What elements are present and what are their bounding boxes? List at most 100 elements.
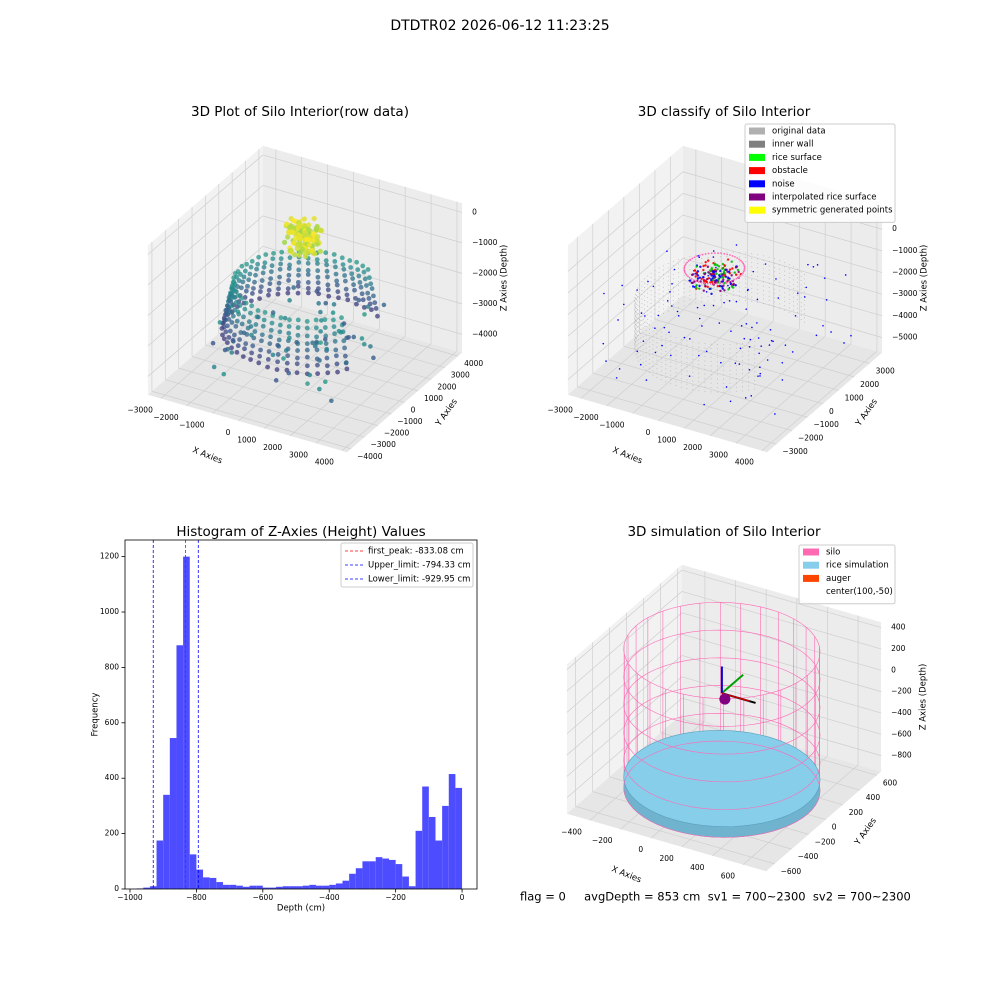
decor-point — [732, 273, 734, 275]
decor-point — [705, 350, 708, 353]
decor-point — [336, 295, 341, 301]
grid-line — [232, 321, 432, 380]
decor-point — [707, 274, 710, 277]
decor-point — [774, 271, 776, 273]
bar — [369, 861, 376, 889]
decor-point — [723, 301, 725, 304]
decor-point — [333, 264, 338, 270]
decor-point — [358, 284, 364, 290]
decor-point — [726, 290, 728, 292]
decor-point — [710, 343, 712, 345]
decor-point — [793, 270, 795, 272]
decor-point — [639, 297, 641, 299]
decor-point — [645, 325, 647, 327]
decor-point — [634, 318, 636, 320]
grid-line — [654, 319, 855, 378]
decor-point — [634, 317, 636, 319]
bar — [335, 883, 343, 889]
decor-point — [231, 294, 237, 300]
tick-label: −3000 — [892, 289, 918, 298]
decor-point — [645, 338, 647, 340]
decor-point — [291, 285, 296, 290]
chart-title: Histogram of Z-Axies (Height) Values — [176, 524, 425, 540]
decor-point — [235, 309, 241, 314]
decor-point — [687, 260, 690, 262]
decor-point — [642, 362, 644, 364]
decor-point — [751, 261, 753, 263]
decor-point — [716, 391, 718, 393]
decor-point — [235, 343, 241, 349]
decor-point — [317, 227, 324, 233]
decor-point — [751, 274, 753, 276]
decor-point — [287, 317, 292, 323]
decor-point — [742, 377, 744, 379]
decor-point — [715, 272, 718, 275]
decor-point — [720, 264, 722, 266]
decor-point — [314, 347, 320, 353]
decor-point — [652, 326, 654, 328]
decor-point — [805, 286, 808, 289]
decor-point — [797, 281, 799, 283]
decor-point — [692, 384, 694, 386]
decor-point — [707, 257, 709, 259]
bar — [203, 877, 210, 889]
x-tick-label: −1000 — [117, 893, 143, 902]
decor-point — [707, 271, 710, 274]
decor-point — [707, 259, 710, 262]
decor-point — [325, 274, 330, 280]
decor-point — [665, 372, 667, 374]
decor-point — [638, 338, 640, 340]
decor-point — [692, 354, 694, 356]
decor-point — [714, 262, 717, 266]
decor-point — [639, 327, 641, 329]
decor-point — [701, 275, 703, 277]
decor-point — [634, 323, 636, 325]
decor-point — [239, 321, 245, 327]
decor-point — [759, 372, 762, 375]
decor-point — [803, 321, 805, 323]
decor-point — [654, 300, 656, 302]
tick-label: −1000 — [179, 420, 205, 429]
grid-line — [639, 332, 839, 391]
grid-line — [606, 306, 722, 407]
decor-point — [692, 376, 694, 378]
decor-point — [684, 264, 686, 267]
decor-point — [704, 351, 706, 353]
decor-point — [751, 279, 753, 281]
decor-point — [259, 278, 265, 283]
decor-point — [292, 252, 298, 258]
decor-point — [797, 312, 799, 314]
y-tick-label: 200 — [105, 829, 120, 838]
decor-point — [634, 344, 636, 346]
decor-point — [634, 334, 636, 336]
decor-point — [766, 359, 769, 361]
chart-title: 3D classify of Silo Interior — [638, 104, 811, 120]
decor-point — [763, 298, 765, 300]
decor-point — [713, 291, 715, 293]
decor-point — [342, 273, 348, 278]
decor-point — [637, 287, 639, 289]
decor-point — [667, 306, 669, 308]
tick-label: −200 — [815, 837, 836, 846]
decor-point — [217, 320, 223, 325]
decor-point — [345, 297, 351, 303]
decor-point — [268, 276, 274, 282]
decor-point — [744, 397, 747, 399]
decor-point — [793, 275, 795, 277]
decor-point — [723, 252, 726, 255]
decor-point — [734, 266, 738, 269]
decor-point — [313, 225, 319, 231]
decor-point — [660, 357, 662, 359]
tick-label: −2000 — [153, 413, 179, 422]
decor-point — [716, 361, 718, 363]
decor-point — [774, 413, 776, 415]
tick-label: 2000 — [263, 443, 282, 452]
decor-point — [285, 286, 291, 292]
decor-point — [735, 391, 737, 393]
decor-point — [788, 285, 790, 287]
decor-point — [680, 377, 682, 379]
decor-point — [648, 371, 650, 373]
decor-point — [637, 322, 639, 324]
decor-point — [695, 265, 698, 268]
